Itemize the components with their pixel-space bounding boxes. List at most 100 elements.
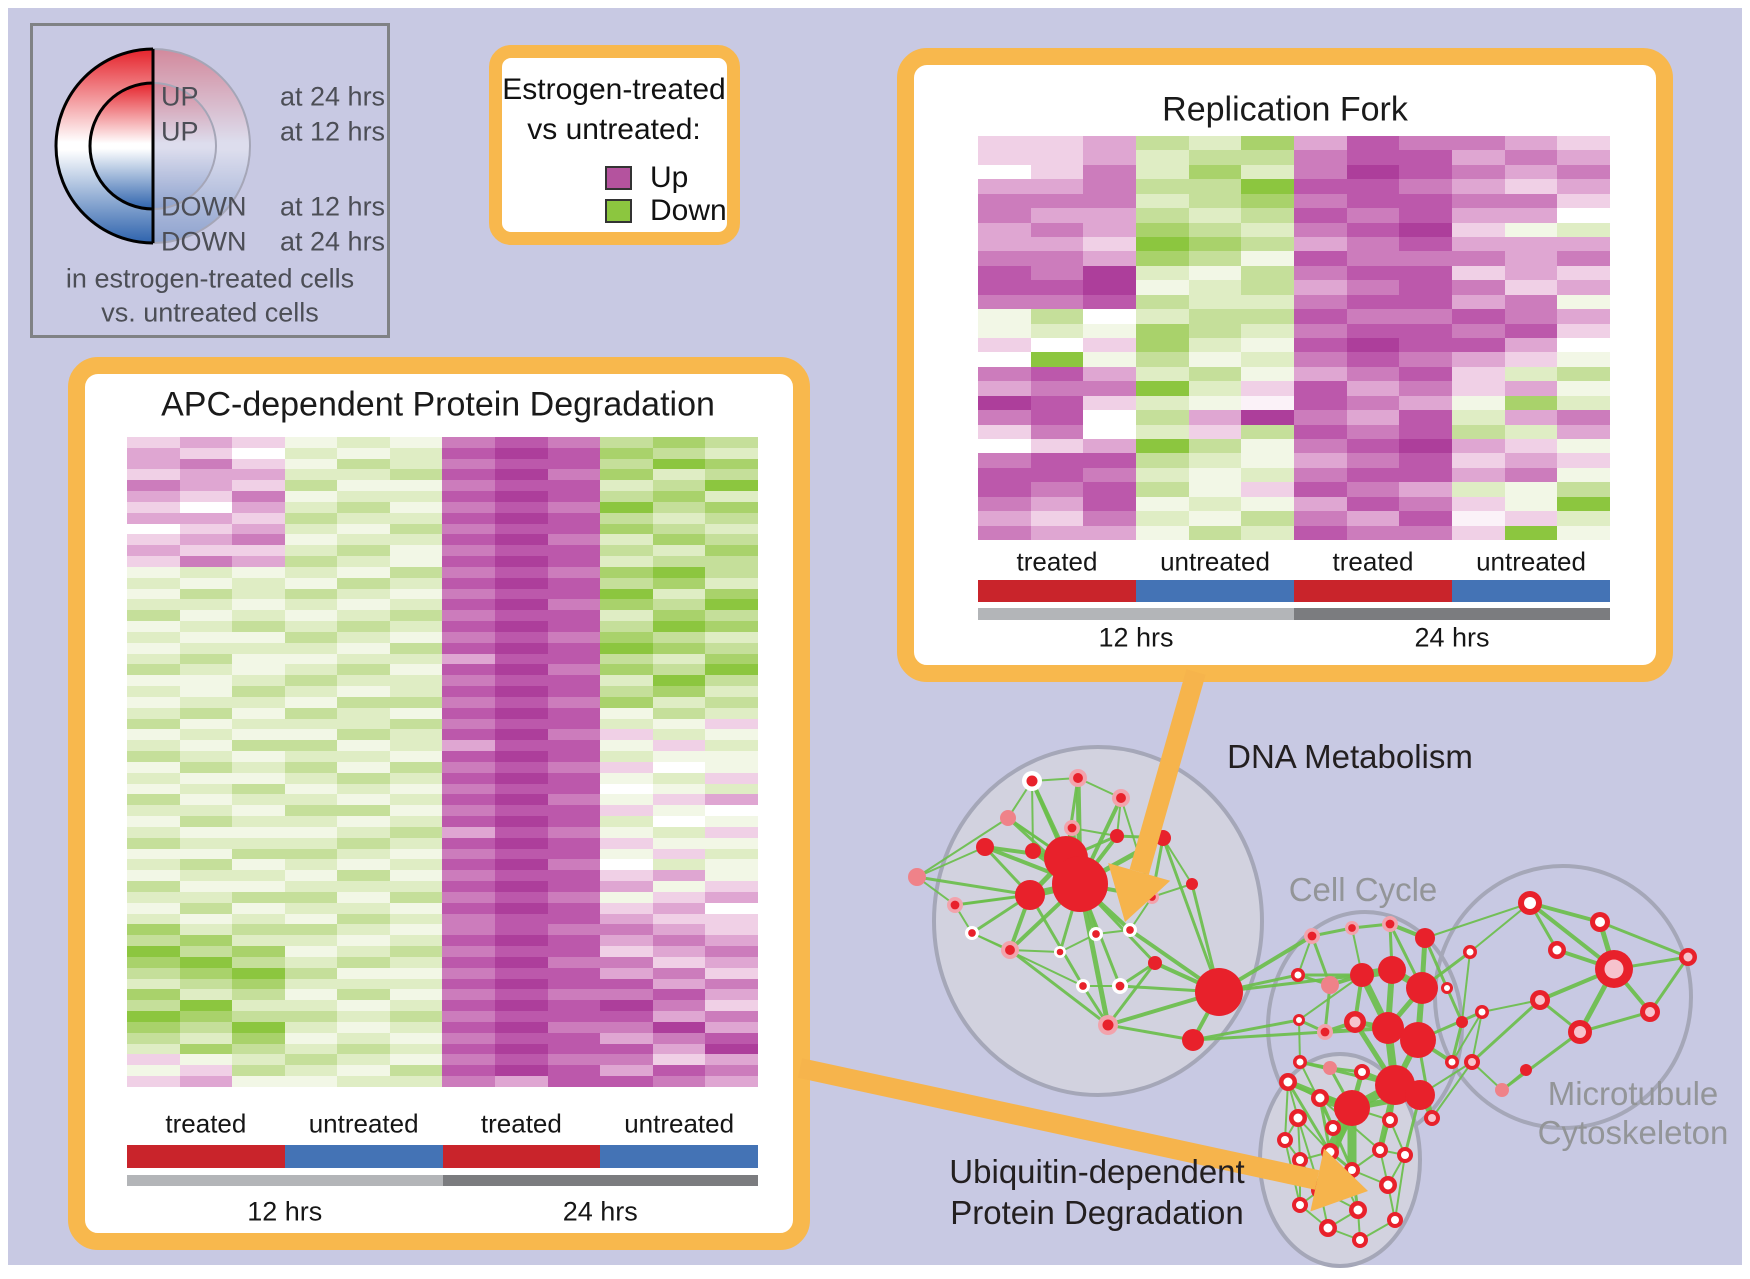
heatmap-cell [547,686,601,697]
heatmap-cell [1083,511,1136,526]
heatmap-cell [547,946,601,957]
heatmap-cell [652,491,706,502]
heatmap-cell [232,913,285,925]
heatmap-cell [1504,179,1558,194]
heatmap-cell [442,826,496,838]
heatmap-cell [232,1076,285,1087]
heatmap-cell [389,469,443,481]
heatmap-cell [652,1054,706,1066]
heatmap-cell [442,1065,496,1077]
time-bar-12hrs [978,608,1294,620]
heatmap-cell [978,439,1031,454]
heatmap-cell [1188,511,1242,526]
heatmap-cell [600,924,653,936]
heatmap-cell [389,989,443,1001]
heatmap-cell [442,946,496,957]
heatmap-cell [179,480,233,492]
heatmap-cell [127,729,180,741]
untreated-bar [284,1145,443,1168]
heatmap-cell [337,740,390,752]
heatmap-cell [495,1054,548,1066]
heatmap-cell [495,577,548,589]
heatmap-cell [1504,395,1558,411]
heatmap-cell [179,1043,233,1055]
heatmap-cell [1399,294,1452,310]
heatmap-cell [442,686,496,697]
heatmap-cell [1136,309,1189,324]
heatmap-cell [978,338,1031,353]
heatmap-cell [179,1065,233,1077]
heatmap-cell [547,664,601,676]
heatmap-cell [127,577,180,589]
heatmap-cell [705,1076,758,1087]
heatmap-cell [442,859,496,871]
heatmap-cell [705,978,758,990]
heatmap-cell [547,740,601,752]
heatmap-cell [495,437,548,448]
heatmap-cell [495,512,548,524]
heatmap-cell [337,610,390,622]
heatmap-cell [1557,525,1610,540]
heatmap-cell [978,496,1031,512]
heatmap-cell [284,967,338,979]
heatmap-cell [442,545,496,557]
heatmap-cell [1294,150,1347,165]
heatmap-cell [978,525,1031,540]
heatmap-cell [495,924,548,936]
heatmap-cell [284,1000,338,1012]
heatmap-cell [442,772,496,784]
heatmap-cell [547,512,601,524]
heatmap-cell [442,718,496,730]
heatmap-cell [127,523,180,535]
heatmap-cell [442,913,496,925]
heatmap-cell [337,1076,390,1087]
heatmap-cell [547,718,601,730]
heatmap-cell [337,956,390,968]
heatmap-cell [1452,496,1505,512]
heatmap-cell [547,642,601,654]
heatmap-cell [179,881,233,892]
heatmap-cell [127,1000,180,1012]
heatmap-cell [600,447,653,459]
heatmap-cell [547,707,601,719]
heatmap-cell [1557,251,1610,266]
heatmap-cell [442,805,496,817]
heatmap-cell [1241,424,1294,439]
legend-time-label: at 24 hrs [280,81,386,112]
heatmap-cell [978,193,1031,209]
heatmap-cell [1241,280,1294,295]
heatmap-cell [1241,511,1294,526]
heatmap-cell [495,956,548,968]
heatmap-cell [978,323,1031,338]
heatmap-cell [978,237,1031,252]
heatmap-cell [652,696,706,708]
heatmap-cell [179,837,233,849]
heatmap-cell [1399,366,1452,382]
heatmap-cell [705,946,758,957]
heatmap-cell [978,482,1031,497]
heatmap-cell [232,805,285,817]
heatmap-cell [179,631,233,643]
legend-time-label: at 24 hrs [280,226,386,257]
heatmap-cell [495,621,548,632]
heatmap-cell [1083,237,1136,252]
heatmap-cell [1346,208,1400,223]
heatmap-cell [442,512,496,524]
heatmap-cell [600,1032,653,1044]
heatmap-cell [337,902,390,914]
heatmap-cell [1504,265,1558,281]
heatmap-cell [705,859,758,871]
heatmap-cell [705,696,758,708]
heatmap-cell [442,870,496,882]
heatmap-cell [442,924,496,936]
heatmap-cell [547,978,601,990]
heatmap-cell [705,935,758,947]
heatmap-cell [652,913,706,925]
heatmap-cell [127,891,180,903]
heatmap-cell [1188,323,1242,338]
heatmap-cell [337,1011,390,1022]
heatmap-cell [179,642,233,654]
heatmap-cell [978,164,1031,180]
heatmap-cell [705,491,758,502]
heatmap-cell [705,458,758,470]
